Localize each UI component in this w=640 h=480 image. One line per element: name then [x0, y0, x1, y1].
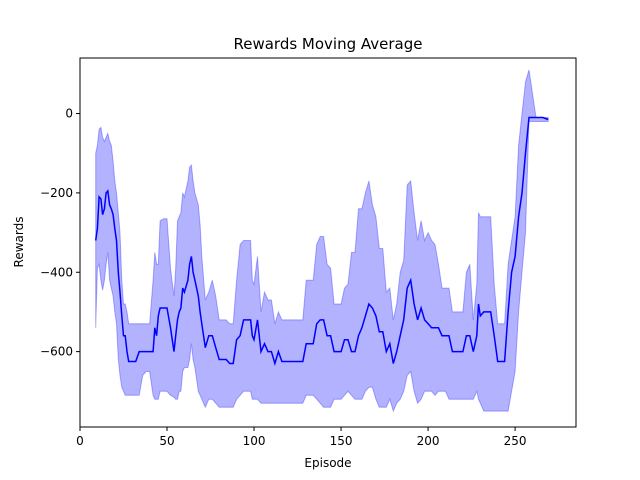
y-tick-label: −600: [40, 345, 73, 359]
plot-frame: [79, 57, 577, 428]
x-tick-label: 150: [330, 434, 353, 448]
x-tick-label: 0: [76, 434, 84, 448]
x-axis-label: Episode: [304, 456, 351, 470]
x-tick-label: 100: [243, 434, 266, 448]
x-tick-label: 50: [159, 434, 174, 448]
x-tick-label: 250: [504, 434, 527, 448]
chart-title: Rewards Moving Average: [233, 35, 422, 53]
plot-background: [80, 58, 576, 427]
confidence-band: [95, 69, 549, 413]
moving-average-line: [94, 116, 549, 367]
y-tick-label: −400: [40, 265, 73, 279]
y-axis-ticks: 0 −200 −400 −600: [40, 107, 80, 359]
confidence-band-layer: [95, 69, 549, 413]
x-tick-label: 200: [417, 434, 440, 448]
y-axis-label: Rewards: [12, 217, 26, 268]
mean-line-layer: [94, 116, 549, 367]
y-tick-label: 0: [65, 107, 73, 121]
x-axis-ticks: 0 50 100 150 200 250: [76, 427, 527, 448]
y-tick-label: −200: [40, 186, 73, 200]
